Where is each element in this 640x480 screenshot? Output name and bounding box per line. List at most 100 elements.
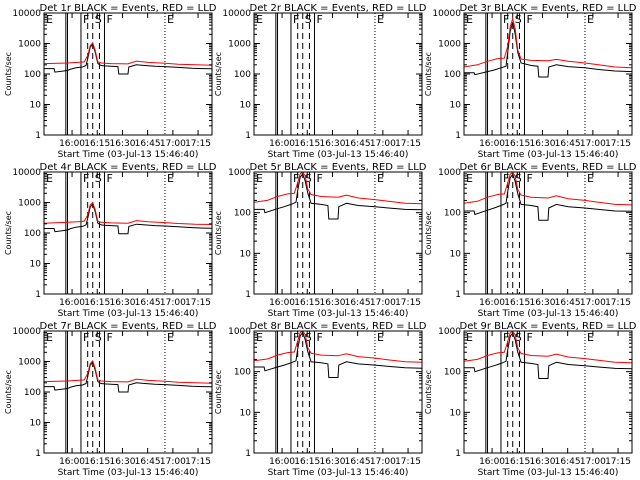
x-tick-label: 17:00 — [580, 457, 606, 467]
x-tick-label: 17:00 — [160, 457, 186, 467]
x-tick-label: 16:45 — [135, 298, 161, 308]
y-axis-label: Counts/sec — [424, 370, 433, 414]
y-tick-label: 1000 — [228, 168, 251, 178]
panel-title: Det 8r BLACK = Events, RED = LLD — [250, 321, 427, 332]
time-marker-label: F — [83, 172, 89, 185]
time-marker-label: E — [256, 331, 263, 344]
time-marker-label: E — [46, 172, 53, 185]
y-tick-label: 10000 — [222, 9, 251, 19]
time-marker-label: F — [83, 13, 89, 26]
x-axis-label: Start Time (03-Jul-13 15:46:40) — [58, 309, 199, 319]
y-tick-label: 1000 — [438, 168, 461, 178]
y-tick-label: 10 — [450, 408, 462, 418]
panel-title: Det 4r BLACK = Events, RED = LLD — [40, 162, 217, 173]
detector-panel: E F S F E 1 10 100 1000 16:00 16:15 16:30 16:45 17:00… — [424, 321, 637, 478]
x-tick-label: 16:15 — [504, 139, 530, 149]
y-tick-label: 1000 — [18, 40, 41, 50]
y-axis-label: Counts/sec — [214, 52, 223, 96]
x-tick-label: 16:15 — [504, 457, 530, 467]
x-tick-label: 16:45 — [555, 139, 581, 149]
x-tick-label: 16:30 — [109, 457, 135, 467]
x-tick-label: 16:00 — [269, 298, 295, 308]
y-tick-label: 100 — [444, 368, 461, 378]
time-marker-label: F — [526, 13, 532, 26]
time-marker-label: E — [46, 331, 53, 344]
lld-series-line — [44, 201, 212, 225]
y-tick-label: 1 — [455, 131, 461, 141]
time-marker-label: E — [167, 172, 174, 185]
lld-series-line — [254, 331, 422, 363]
time-marker-label: F — [106, 172, 112, 185]
y-tick-label: 1 — [35, 449, 41, 459]
x-tick-label: 16:00 — [269, 457, 295, 467]
x-tick-label: 17:00 — [370, 298, 396, 308]
time-marker-label: F — [83, 331, 89, 344]
time-marker-label: E — [587, 331, 594, 344]
events-series-line — [254, 172, 422, 220]
time-marker-label: S — [305, 172, 312, 185]
x-tick-label: 17:00 — [580, 139, 606, 149]
x-axis-label: Start Time (03-Jul-13 15:46:40) — [58, 150, 199, 160]
x-tick-label: 16:00 — [479, 298, 505, 308]
x-tick-label: 16:00 — [479, 457, 505, 467]
time-marker-label: F — [526, 331, 532, 344]
x-axis-label: Start Time (03-Jul-13 15:46:40) — [58, 468, 199, 478]
y-tick-label: 1 — [35, 290, 41, 300]
x-tick-label: 17:00 — [580, 298, 606, 308]
plot-frame — [253, 330, 423, 454]
y-tick-label: 10 — [450, 249, 462, 259]
x-tick-label: 16:15 — [84, 139, 110, 149]
time-marker-label: F — [293, 13, 299, 26]
x-tick-label: 16:30 — [109, 139, 135, 149]
panel-title: Det 1r BLACK = Events, RED = LLD — [40, 3, 217, 14]
time-marker-label: F — [293, 331, 299, 344]
x-axis-label: Start Time (03-Jul-13 15:46:40) — [478, 309, 619, 319]
lld-series-line — [464, 172, 632, 206]
time-marker-label: F — [503, 331, 509, 344]
y-tick-label: 1000 — [228, 327, 251, 337]
panel-title: Det 3r BLACK = Events, RED = LLD — [460, 3, 637, 14]
panel-title: Det 7r BLACK = Events, RED = LLD — [40, 321, 217, 332]
lld-series-line — [44, 359, 212, 384]
y-tick-label: 1000 — [18, 199, 41, 209]
plot-frame — [253, 12, 423, 136]
plot-frame — [463, 171, 633, 295]
x-axis-label: Start Time (03-Jul-13 15:46:40) — [268, 309, 409, 319]
y-tick-label: 10 — [30, 419, 42, 429]
panel-title: Det 6r BLACK = Events, RED = LLD — [460, 162, 637, 173]
x-tick-label: 17:00 — [160, 298, 186, 308]
x-tick-label: 17:15 — [395, 139, 421, 149]
events-series-line — [464, 173, 632, 221]
x-tick-label: 16:15 — [294, 457, 320, 467]
x-tick-label: 17:15 — [605, 298, 631, 308]
y-tick-label: 1000 — [18, 358, 41, 368]
x-tick-label: 17:15 — [185, 298, 211, 308]
detector-panel: E F S F E 1 10 100 1000 16:00 16:15 16:30 16:45 17:00… — [424, 162, 637, 319]
y-axis-label: Counts/sec — [214, 211, 223, 255]
y-axis-label: Counts/sec — [4, 211, 13, 255]
x-tick-label: 16:45 — [555, 457, 581, 467]
time-marker-label: E — [167, 331, 174, 344]
x-tick-label: 17:00 — [370, 457, 396, 467]
detector-panel: E F S F E 1 10 100 1000 16:00 16:15 16:30 16:45 17:00… — [214, 162, 427, 319]
y-tick-label: 1 — [35, 131, 41, 141]
y-tick-label: 1000 — [438, 327, 461, 337]
y-tick-label: 1000 — [438, 40, 461, 50]
time-marker-label: S — [305, 13, 312, 26]
time-marker-label: S — [95, 172, 102, 185]
time-marker-label: E — [256, 172, 263, 185]
time-marker-label: F — [503, 13, 509, 26]
y-tick-label: 100 — [234, 209, 251, 219]
x-tick-label: 17:15 — [185, 139, 211, 149]
y-tick-label: 100 — [444, 70, 461, 80]
y-axis-label: Counts/sec — [424, 52, 433, 96]
x-tick-label: 16:15 — [84, 298, 110, 308]
y-tick-label: 10000 — [12, 9, 41, 19]
lld-series-line — [254, 172, 422, 205]
time-marker-label: F — [106, 331, 112, 344]
time-marker-label: F — [503, 172, 509, 185]
x-tick-label: 16:30 — [529, 139, 555, 149]
x-tick-label: 16:45 — [345, 139, 371, 149]
time-marker-label: E — [167, 13, 174, 26]
